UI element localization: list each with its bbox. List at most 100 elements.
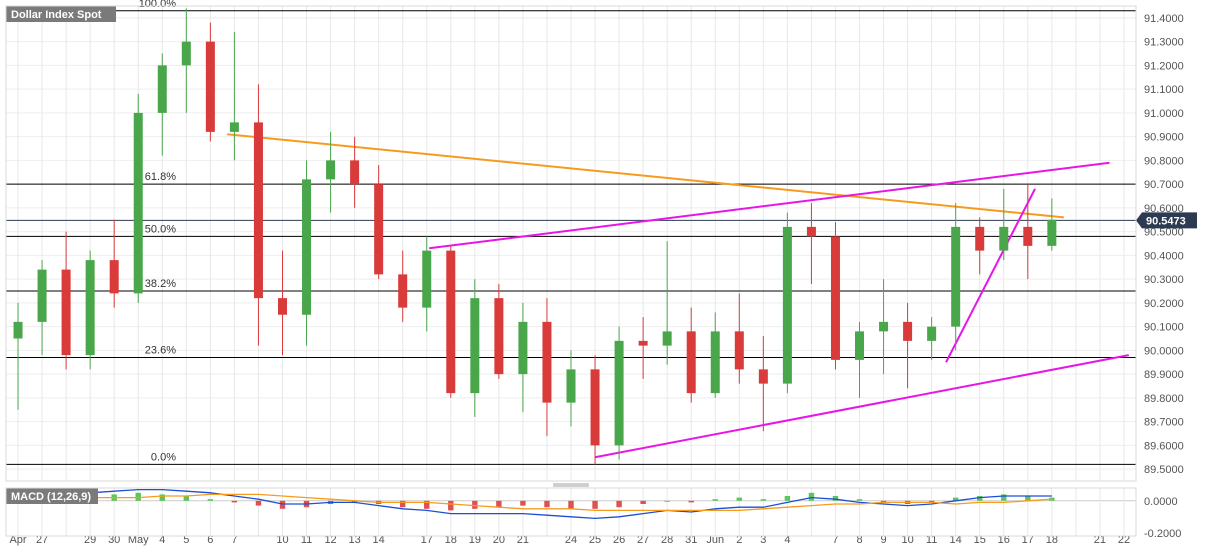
- macd-hist: [592, 501, 597, 509]
- macd-hist: [761, 499, 766, 501]
- candle-body: [374, 184, 383, 274]
- macd-hist: [689, 501, 694, 503]
- y-axis-label: 91.3000: [1144, 37, 1184, 49]
- y-axis-label: 89.5000: [1144, 464, 1184, 476]
- y-axis-label: 91.2000: [1144, 60, 1184, 72]
- macd-hist: [496, 501, 501, 507]
- candle-body: [62, 270, 71, 356]
- macd-hist: [616, 501, 621, 507]
- y-axis-label: 91.4000: [1144, 13, 1184, 25]
- candle-body: [38, 270, 47, 322]
- candle-body: [254, 122, 263, 298]
- fib-label: 0.0%: [151, 451, 176, 463]
- candle-body: [759, 369, 768, 383]
- macd-hist: [785, 496, 790, 501]
- y-axis-label: 89.9000: [1144, 369, 1184, 381]
- fib-label: 23.6%: [145, 345, 176, 357]
- y-axis-label: 90.1000: [1144, 322, 1184, 334]
- macd-hist: [640, 501, 645, 504]
- candle-body: [302, 179, 311, 314]
- y-axis-label: 91.0000: [1144, 108, 1184, 120]
- y-axis-label: 91.1000: [1144, 84, 1184, 96]
- candle-body: [182, 42, 191, 66]
- candle-body: [14, 322, 23, 339]
- trend-line: [595, 355, 1129, 457]
- candle-body: [110, 260, 119, 293]
- candle-body: [1023, 227, 1032, 246]
- macd-title: MACD (12,26,9): [11, 491, 91, 503]
- candle-body: [470, 298, 479, 393]
- macd-hist: [184, 496, 189, 501]
- candle-body: [494, 298, 503, 374]
- candle-body: [927, 327, 936, 341]
- chart-title: Dollar Index Spot: [11, 9, 102, 21]
- candle-body: [687, 331, 696, 393]
- y-axis-label: 89.8000: [1144, 393, 1184, 405]
- candle-body: [879, 322, 888, 332]
- candle-body: [999, 227, 1008, 251]
- macd-hist: [280, 501, 285, 509]
- candle-body: [711, 331, 720, 393]
- candle-body: [278, 298, 287, 315]
- candle-body: [230, 122, 239, 132]
- candle-body: [903, 322, 912, 341]
- candle-body: [615, 341, 624, 446]
- macd-hist: [857, 499, 862, 501]
- macd-hist: [568, 501, 573, 509]
- candle-body: [134, 113, 143, 294]
- candle-body: [855, 331, 864, 360]
- chart-svg[interactable]: 91.4000 91.3000 91.2000 91.1000 91.0000 90.90…: [0, 0, 1207, 555]
- fib-label: 100.0%: [139, 0, 177, 10]
- candle-body: [783, 227, 792, 384]
- candle-body: [518, 322, 527, 374]
- y-axis-label: 90.7000: [1144, 179, 1184, 191]
- y-axis-label: 90.9000: [1144, 132, 1184, 144]
- y-axis-label: 90.8000: [1144, 155, 1184, 167]
- candle-body: [951, 227, 960, 327]
- y-axis-label: 89.7000: [1144, 417, 1184, 429]
- fib-label: 50.0%: [145, 223, 176, 235]
- macd-hist: [544, 501, 549, 507]
- macd-hist: [232, 501, 237, 503]
- macd-y-label: -0.2000: [1144, 528, 1181, 540]
- candle-body: [542, 322, 551, 403]
- candle-body: [86, 260, 95, 355]
- y-axis-label: 90.3000: [1144, 274, 1184, 286]
- y-axis-label: 89.6000: [1144, 440, 1184, 452]
- candle-body: [206, 42, 215, 132]
- fib-label: 38.2%: [145, 278, 176, 290]
- candle-body: [158, 65, 167, 113]
- price-badge-value: 90.5473: [1146, 215, 1186, 227]
- candle-body: [975, 227, 984, 251]
- y-axis-label: 90.4000: [1144, 250, 1184, 262]
- macd-hist: [713, 499, 718, 501]
- macd-hist: [737, 498, 742, 501]
- macd-hist: [256, 501, 261, 506]
- candle-body: [663, 331, 672, 345]
- candle-body: [591, 369, 600, 445]
- macd-hist: [472, 501, 477, 509]
- macd-hist: [809, 493, 814, 501]
- chart-container: 91.4000 91.3000 91.2000 91.1000 91.0000 90.90…: [0, 0, 1207, 555]
- macd-y-label: 0.0000: [1144, 496, 1178, 508]
- candle-body: [422, 251, 431, 308]
- candle-body: [350, 160, 359, 184]
- macd-hist: [520, 501, 525, 506]
- candle-body: [807, 227, 816, 237]
- candle-body: [326, 160, 335, 179]
- candle-body: [567, 369, 576, 402]
- y-axis-label: 90.0000: [1144, 345, 1184, 357]
- fib-label: 61.8%: [145, 171, 176, 183]
- candle-body: [398, 274, 407, 307]
- y-axis-label: 90.2000: [1144, 298, 1184, 310]
- candle-body: [639, 341, 648, 346]
- candle-body: [446, 251, 455, 394]
- macd-hist: [664, 501, 669, 502]
- macd-hist: [208, 499, 213, 501]
- panel-resize-handle[interactable]: [553, 483, 589, 487]
- candle-body: [735, 331, 744, 369]
- macd-hist: [448, 501, 453, 511]
- y-axis-label: 90.5000: [1144, 227, 1184, 239]
- candle-body: [1047, 220, 1056, 246]
- candle-body: [831, 236, 840, 360]
